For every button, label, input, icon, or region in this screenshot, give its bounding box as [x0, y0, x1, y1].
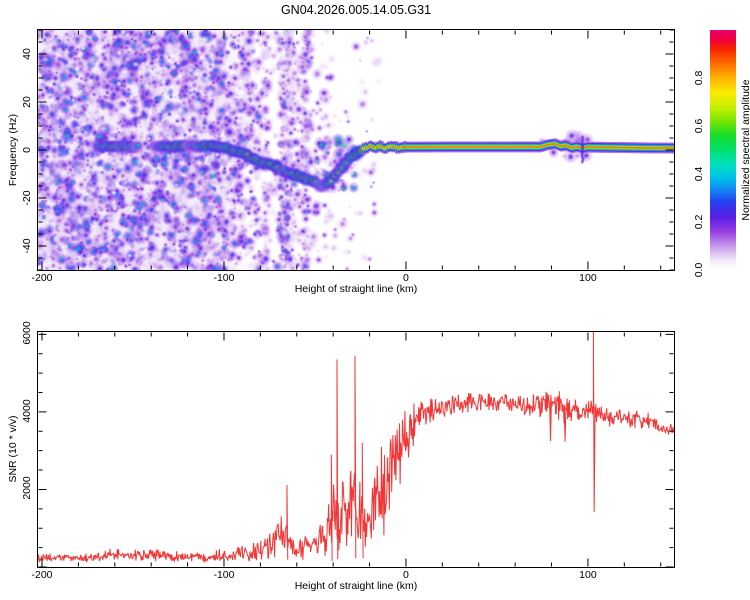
spec-y-tick-label: 20: [21, 96, 33, 108]
snr-x-tick-label: 100: [579, 569, 597, 581]
colorbar: [710, 30, 736, 270]
snr-y-tick-label: 6000: [21, 321, 33, 345]
snr-canvas: [38, 332, 674, 567]
spec-y-tick-label: -20: [21, 190, 33, 206]
snr-x-tick-label: -200: [31, 569, 53, 581]
spectrogram-y-axis-label: Frequency (Hz): [7, 113, 19, 187]
colorbar-tick-label: 0.6: [693, 118, 705, 134]
spec-y-tick-label: 0: [21, 147, 33, 153]
snr-y-tick-label: 2000: [21, 476, 33, 501]
snr-x-tick-label: -100: [213, 569, 235, 581]
snr-panel: [37, 331, 675, 568]
figure-title: GN04.2026.005.14.05.G31: [280, 3, 432, 17]
spec-x-tick-label: -200: [31, 272, 53, 284]
spec-y-tick-label: -40: [21, 238, 33, 254]
spectrogram-panel: [37, 29, 675, 271]
snr-x-tick-label: 0: [403, 569, 409, 581]
colorbar-tick-label: 0.0: [693, 262, 705, 278]
colorbar-tick-label: 0.4: [693, 166, 705, 182]
spec-x-tick-label: 100: [579, 272, 597, 284]
colorbar-label: Normalized spectral amplitude: [740, 79, 750, 221]
snr-y-axis-label: SNR (10 * v/v): [7, 415, 19, 483]
snr-y-tick-label: 4000: [21, 399, 33, 423]
spectrogram-canvas: [38, 30, 674, 270]
spec-x-tick-label: -100: [213, 272, 235, 284]
spec-x-tick-label: 0: [403, 272, 409, 284]
spec-y-tick-label: 40: [21, 48, 33, 60]
snr-x-axis-label: Height of straight line (km): [294, 580, 418, 592]
colorbar-tick-label: 0.8: [693, 70, 705, 86]
colorbar-tick-label: 0.2: [693, 214, 705, 230]
spectrogram-x-axis-label: Height of straight line (km): [294, 283, 418, 295]
colorbar-canvas: [710, 30, 736, 270]
